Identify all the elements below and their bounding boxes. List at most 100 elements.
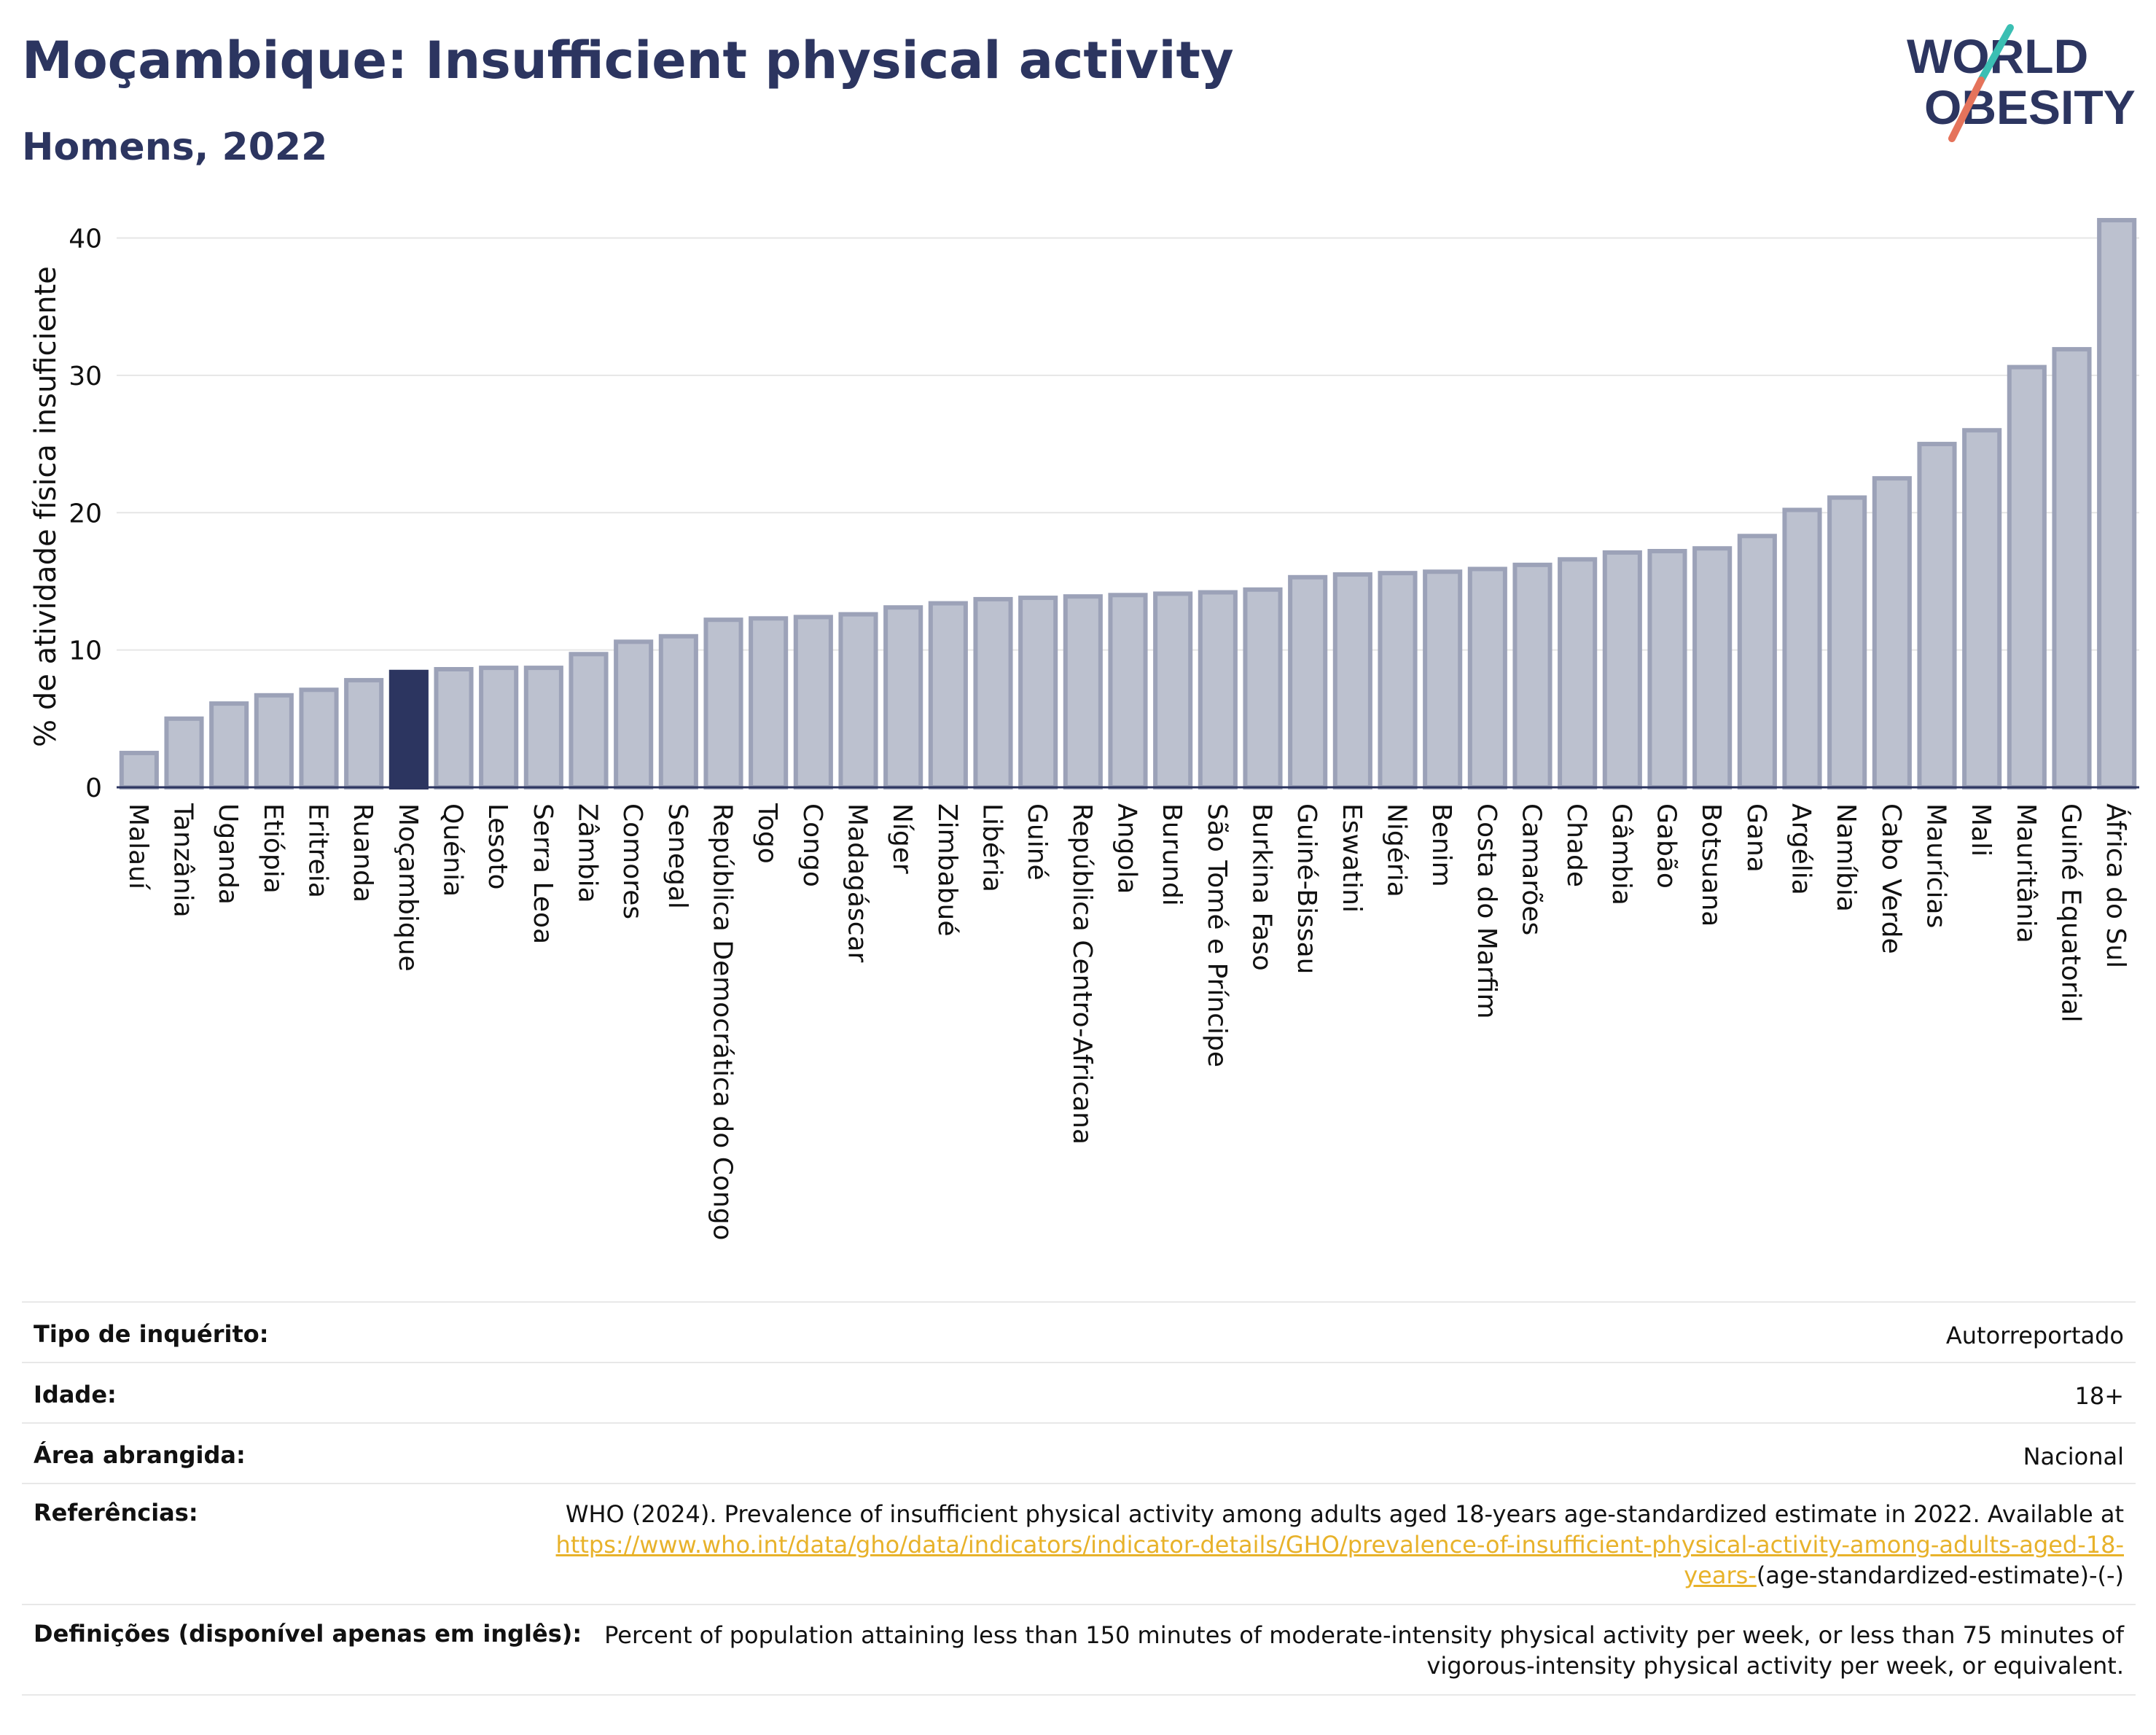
bar: [703, 617, 743, 789]
reference-link[interactable]: https://www.who.int/data/gho/data/indica…: [555, 1531, 2124, 1589]
bar: [1108, 593, 1148, 789]
bar: [2052, 347, 2092, 789]
x-tick-label: Guiné-Bissau: [1292, 803, 1321, 974]
x-tick-label: Gana: [1741, 803, 1771, 873]
x-tick-label: Namíbia: [1831, 803, 1861, 912]
bar: [973, 596, 1013, 789]
x-tick-label: Libéria: [977, 803, 1007, 892]
x-tick-label: Serra Leoa: [528, 803, 558, 944]
x-tick-label: Gâmbia: [1606, 803, 1636, 905]
x-tick-label: São Tomé e Príncipe: [1202, 803, 1232, 1067]
bar: [1288, 574, 1328, 789]
bar: [1332, 572, 1372, 789]
details-label: Referências:: [34, 1499, 198, 1527]
x-tick-label: Lesoto: [483, 803, 512, 890]
bar: [2007, 364, 2047, 789]
x-tick-label: Gabão: [1652, 803, 1682, 889]
bar: [1692, 546, 1733, 789]
bar: [1018, 596, 1058, 789]
page-subtitle: Homens, 2022: [22, 125, 328, 169]
y-tick-label: 20: [69, 499, 102, 529]
x-tick-label: Botsuana: [1696, 803, 1726, 927]
details-label: Definições (disponível apenas em inglês)…: [34, 1620, 582, 1648]
details-label: Área abrangida:: [34, 1441, 246, 1469]
bar: [1647, 549, 1687, 789]
x-tick-label: Cabo Verde: [1876, 803, 1906, 954]
bar: [164, 716, 204, 790]
x-tick-label: Burundi: [1157, 803, 1187, 906]
bar: [2097, 218, 2137, 789]
x-tick-label: Ruanda: [348, 803, 378, 902]
bar: [883, 605, 923, 789]
x-tick-label: Guiné Equatorial: [2056, 803, 2086, 1023]
logo-slash-bottom: [1948, 77, 1985, 142]
bar: [614, 639, 654, 789]
bar: [1558, 557, 1598, 789]
x-tick-label: Angola: [1112, 803, 1142, 894]
bar: [1782, 507, 1822, 789]
details-row-age: Idade: 18+: [22, 1362, 2136, 1422]
bar: [1872, 476, 1912, 789]
bar: [1917, 442, 1957, 789]
details-row-survey-type: Tipo de inquérito: Autorreportado: [22, 1301, 2136, 1362]
bar: [344, 678, 384, 789]
bar: [479, 666, 519, 789]
x-tick-label: Eritreia: [303, 803, 333, 898]
details-value: Autorreportado: [1945, 1322, 2124, 1349]
bar: [928, 601, 968, 790]
x-tick-label: Quénia: [438, 803, 468, 897]
bar: [1063, 594, 1103, 789]
reference-text: WHO (2024). Prevalence of insufficient p…: [565, 1500, 2124, 1528]
details-value: Nacional: [2023, 1443, 2124, 1470]
x-tick-label: Burkina Faso: [1247, 803, 1277, 971]
details-label: Idade:: [34, 1381, 117, 1408]
x-tick-label: Comores: [617, 803, 647, 919]
x-tick-label: Maurícias: [1921, 803, 1951, 928]
x-tick-label: Mali: [1966, 803, 1996, 857]
bar: [1153, 591, 1193, 789]
details-row-references: Referências: WHO (2024). Prevalence of i…: [22, 1483, 2136, 1604]
y-tick-label: 30: [69, 362, 102, 391]
bar: [1198, 590, 1238, 790]
bar: [1962, 428, 2002, 789]
x-tick-label: Congo: [797, 803, 827, 887]
bar-highlight: [388, 669, 429, 790]
y-axis-label: % de atividade física insuficiente: [29, 266, 63, 747]
bar: [119, 750, 159, 790]
x-tick-label: Chade: [1561, 803, 1591, 887]
x-tick-label: Madagáscar: [843, 803, 872, 963]
x-tick-label: África do Sul: [2101, 803, 2131, 968]
bar: [1512, 562, 1552, 789]
bar: [1423, 569, 1463, 789]
x-tick-label: Níger: [887, 803, 917, 874]
x-tick-label: Moçambique: [393, 803, 423, 972]
x-tick-label: Camarões: [1517, 803, 1547, 935]
details-label: Tipo de inquérito:: [34, 1320, 269, 1348]
x-tick-label: Malauí: [123, 803, 153, 890]
bar: [1737, 534, 1777, 789]
bar: [1467, 566, 1507, 789]
bar: [254, 693, 294, 790]
x-tick-label: Eswatini: [1337, 803, 1367, 913]
x-tick-label: Nigéria: [1382, 803, 1412, 897]
logo-slash-top: [1977, 24, 2014, 84]
bar: [1827, 495, 1867, 790]
x-tick-label: República Centro-Africana: [1067, 803, 1097, 1145]
bar: [1378, 571, 1418, 789]
x-tick-label: Guiné: [1022, 803, 1052, 881]
details-table: Tipo de inquérito: Autorreportado Idade:…: [22, 1301, 2136, 1696]
x-tick-label: Zâmbia: [573, 803, 603, 903]
bar: [1602, 550, 1642, 789]
details-row-area: Área abrangida: Nacional: [22, 1422, 2136, 1483]
x-tick-label: Costa do Marfim: [1472, 803, 1501, 1019]
y-tick-label: 10: [69, 636, 102, 666]
x-tick-label: Uganda: [213, 803, 243, 905]
bar: [658, 633, 698, 790]
y-tick-label: 0: [85, 773, 102, 803]
page-title: Moçambique: Insufficient physical activi…: [22, 31, 1234, 90]
x-tick-label: Etiópia: [258, 803, 288, 894]
bar: [838, 612, 878, 790]
details-value: 18+: [2074, 1382, 2124, 1410]
x-tick-label: Togo: [752, 803, 782, 864]
x-tick-label: Senegal: [663, 803, 692, 909]
